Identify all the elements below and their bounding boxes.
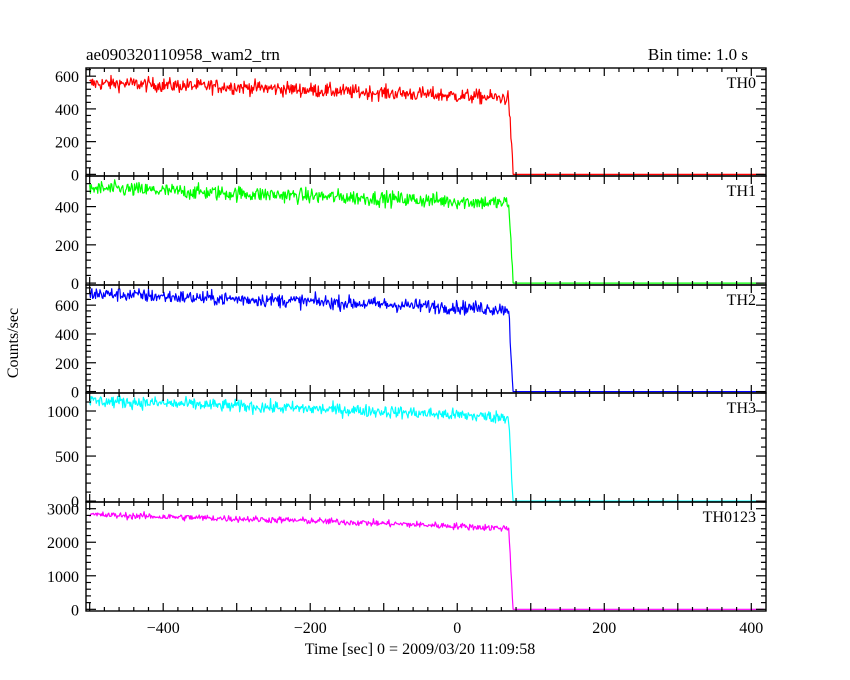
y-tick-label: 400 xyxy=(55,327,79,344)
y-tick-label: 200 xyxy=(55,135,79,152)
panel-th3: 0 500 1000 TH3 xyxy=(47,392,767,511)
panel-th2: 0 200 400 600 TH2 xyxy=(55,284,767,402)
panel-label-th3: TH3 xyxy=(727,400,756,417)
panel-label-th1: TH1 xyxy=(727,183,756,200)
x-axis-title: Time [sec] 0 = 2009/03/20 11:09:58 xyxy=(305,641,536,658)
panel-label-th0: TH0 xyxy=(727,75,756,92)
y-tick-label: 400 xyxy=(55,102,79,119)
x-tick-label: −200 xyxy=(294,620,327,637)
y-tick-label: 0 xyxy=(71,494,79,511)
y-tick-label: 600 xyxy=(55,69,79,86)
panel-frame xyxy=(85,392,767,503)
y-tick-label: 2000 xyxy=(47,535,79,552)
y-tick-label: 200 xyxy=(55,356,79,373)
panels-group: 0 200 400 600 TH0 0 200 400 TH1 0 200 400 600 TH2 0 500… xyxy=(47,67,767,637)
y-tick-label: 3000 xyxy=(47,502,79,519)
series-line-th3 xyxy=(89,395,764,502)
y-tick-label: 0 xyxy=(71,276,79,293)
y-tick-label: 1000 xyxy=(47,569,79,586)
series-line-th0123 xyxy=(89,511,764,610)
series-line-th2 xyxy=(89,288,764,393)
x-tick-label: 200 xyxy=(592,620,616,637)
panel-th1: 0 200 400 TH1 xyxy=(55,175,767,293)
panel-frame xyxy=(85,501,767,612)
bin-time-label: Bin time: 1.0 s xyxy=(648,45,748,64)
chart-title: ae090320110958_wam2_trn xyxy=(86,45,280,64)
y-tick-label: 0 xyxy=(71,602,79,619)
y-tick-label: 600 xyxy=(55,298,79,315)
y-tick-label: 500 xyxy=(55,449,79,466)
x-tick-label: 0 xyxy=(453,620,461,637)
y-tick-label: 1000 xyxy=(47,404,79,421)
x-tick-label: 400 xyxy=(739,620,763,637)
x-tick-label: −400 xyxy=(147,620,180,637)
panel-th0: 0 200 400 600 TH0 xyxy=(55,67,767,184)
y-tick-label: 200 xyxy=(55,238,79,255)
series-line-th0 xyxy=(89,74,764,175)
series-line-th1 xyxy=(89,179,764,284)
panel-th0123: 0 1000 2000 3000 TH0123 xyxy=(47,501,767,619)
y-tick-label: 0 xyxy=(71,385,79,402)
panel-label-th0123: TH0123 xyxy=(703,509,756,526)
y-axis-title: Counts/sec xyxy=(5,308,22,378)
panel-label-th2: TH2 xyxy=(727,292,756,309)
y-tick-label: 400 xyxy=(55,200,79,217)
y-tick-label: 0 xyxy=(71,167,79,184)
